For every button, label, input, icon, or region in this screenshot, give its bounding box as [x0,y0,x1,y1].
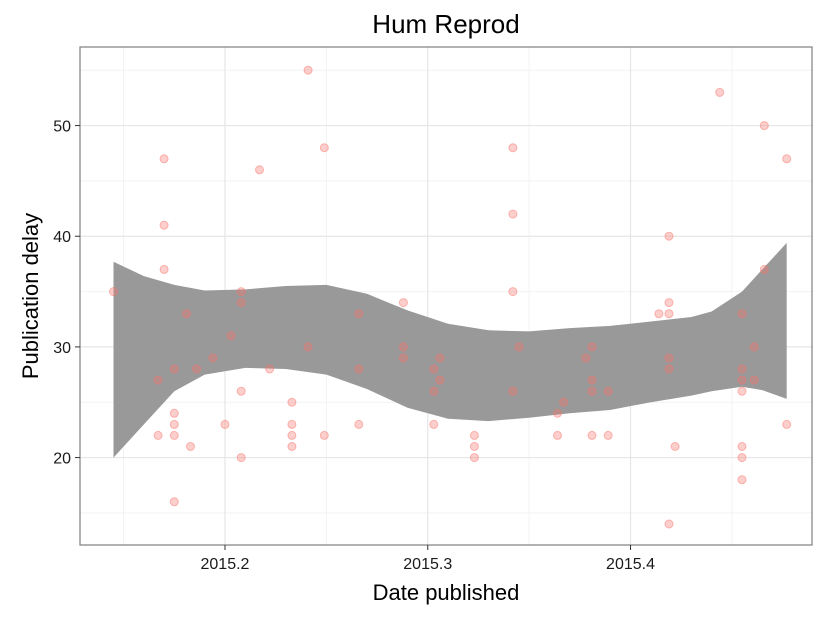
data-point [737,475,747,485]
data-point [265,364,275,374]
data-point [587,430,597,440]
data-point [236,386,246,396]
data-point [287,430,297,440]
data-point [169,408,179,418]
chart-title: Hum Reprod [372,9,519,39]
data-point [159,154,169,164]
data-point [236,298,246,308]
data-point [236,287,246,297]
data-point [553,408,562,418]
data-point [603,386,613,396]
data-point [429,364,439,374]
y-tick-label: 50 [53,119,71,136]
data-point [670,442,680,451]
data-point [737,386,747,396]
data-point [435,353,445,363]
data-point [759,264,769,274]
data-point [508,209,518,219]
data-point [587,386,597,396]
data-point [398,353,408,363]
data-point [159,264,169,274]
x-tick-label: 2015.3 [403,556,452,573]
data-point [319,143,329,153]
data-point [508,386,518,396]
data-point [169,497,179,507]
x-axis-label: Date published [373,580,520,605]
plot-border [79,46,813,546]
data-point [737,364,747,374]
data-point [354,419,364,429]
data-point [469,430,479,440]
data-point [354,364,364,374]
data-point [759,121,769,131]
data-point [749,342,759,352]
y-tick-label: 40 [53,229,71,246]
points-layer [109,65,792,529]
data-point [208,353,218,363]
data-point [508,287,518,297]
data-point [226,331,236,341]
data-point [664,519,674,529]
data-point [429,386,439,396]
data-point [303,342,313,352]
data-point [664,353,674,363]
data-point [715,87,725,97]
y-axis: 20 30 40 50 [53,119,80,468]
data-point [782,154,792,164]
x-tick-label: 2015.4 [606,556,655,573]
data-point [587,342,597,352]
data-point [287,442,297,451]
data-point [287,419,297,429]
data-point [737,453,747,463]
data-point [737,375,747,385]
data-point [287,397,297,407]
data-point [587,375,597,385]
data-point [236,453,246,463]
data-point [514,342,524,352]
data-point [654,309,664,319]
data-point [153,430,163,440]
data-point [354,309,364,319]
data-point [319,430,329,440]
y-tick-label: 20 [53,451,71,468]
data-point [220,419,230,429]
data-point [559,397,569,407]
x-axis: 2015.2 2015.3 2015.4 [201,545,655,573]
data-point [169,364,179,374]
data-point [169,419,179,429]
data-point [153,375,163,385]
data-point [664,309,674,319]
x-tick-label: 2015.2 [201,556,250,573]
data-point [182,309,191,319]
data-point [469,453,479,463]
data-point [303,65,313,75]
data-point [749,375,759,385]
data-point [737,309,747,319]
data-point [398,342,408,352]
smooth-band-layer [113,242,787,458]
data-point [186,442,195,451]
data-point [508,143,518,153]
data-point [159,220,169,230]
data-point [398,298,408,308]
data-point [429,419,439,429]
data-point [664,298,674,308]
data-point [737,442,747,451]
y-tick-label: 30 [53,340,71,357]
data-point [192,364,202,374]
y-axis-label: Publication delay [18,213,43,379]
data-point [469,442,479,451]
data-point [435,375,445,385]
data-point [664,364,674,374]
data-point [581,353,591,363]
data-point [109,287,118,297]
data-point [664,231,674,241]
data-point [782,419,792,429]
data-point [169,430,179,440]
data-point [553,430,562,440]
smooth-confidence-band [113,242,787,458]
data-point [255,165,264,175]
data-point [603,430,613,440]
